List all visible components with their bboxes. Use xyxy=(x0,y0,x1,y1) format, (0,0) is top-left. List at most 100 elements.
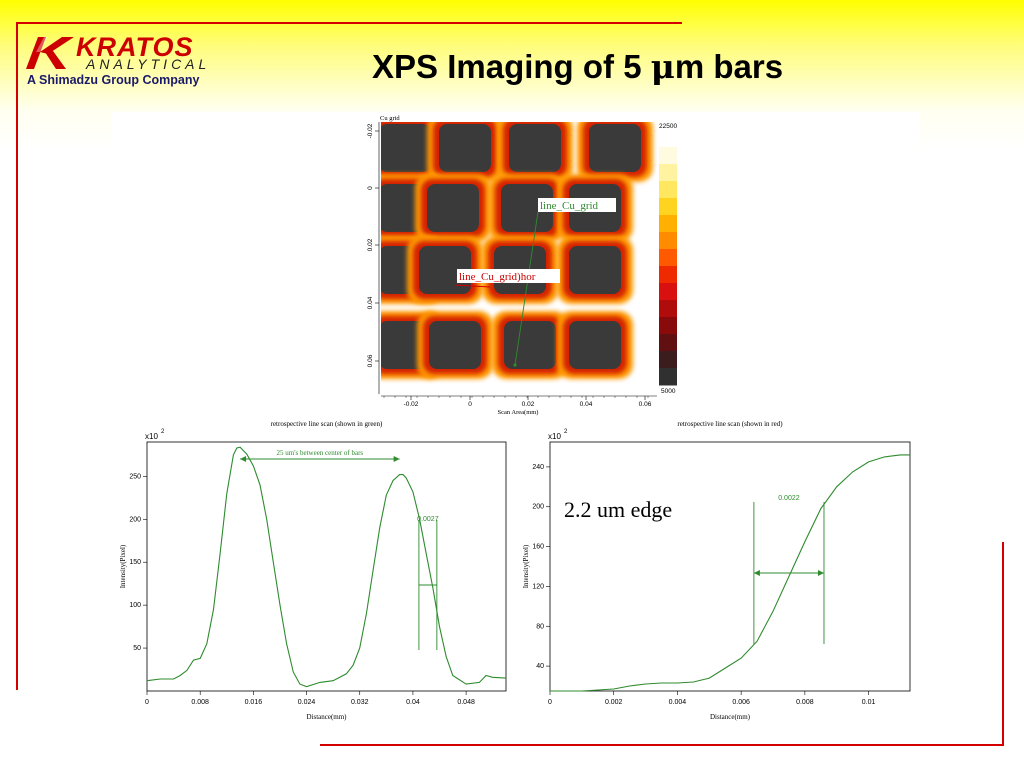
colorbar-swatch xyxy=(659,266,677,284)
y-exponent-label: 2 xyxy=(564,429,568,435)
slide-title: XPS Imaging of 5 μm bars xyxy=(372,47,783,86)
line-scan-point xyxy=(219,553,221,554)
line-scan-point xyxy=(173,678,174,680)
width-label: 0.0022 xyxy=(778,495,800,502)
line-scan-point xyxy=(193,659,194,661)
chart-frame xyxy=(146,441,507,692)
colorbar-swatch xyxy=(659,232,677,250)
y-tick-label: 120 xyxy=(532,583,544,590)
x-tick-label: 0.01 xyxy=(862,699,876,706)
y-tick-label: 200 xyxy=(129,516,141,523)
map-x-tick-label: -0.02 xyxy=(404,401,419,408)
y-tick-label: 250 xyxy=(129,473,141,480)
line-scan-point xyxy=(868,461,869,463)
line-scan-point xyxy=(379,527,380,529)
arrow-head-right xyxy=(393,456,400,462)
logo-wordmark: KRATOS xyxy=(76,32,194,62)
line-scan-point xyxy=(900,454,901,456)
line-scan-point xyxy=(677,682,678,684)
x-tick-label: 0.008 xyxy=(191,699,209,706)
line-scan-point xyxy=(661,682,662,684)
line-scan-point xyxy=(266,518,267,520)
line-scan-point xyxy=(425,553,427,554)
chart-frame xyxy=(549,441,911,692)
chart-title: retrospective line scan (shown in red) xyxy=(677,420,783,428)
kratos-logo: KRATOS ANALYTICAL A Shimadzu Group Compa… xyxy=(26,32,231,91)
x-tick-label: 0.048 xyxy=(457,699,475,706)
line-scan-point xyxy=(366,613,367,615)
chart-title: retrospective line scan (shown in green) xyxy=(271,420,383,428)
line-scan-point xyxy=(772,611,774,612)
line-scan-point xyxy=(399,474,400,475)
line-scan-point xyxy=(485,675,487,676)
x-tick-label: 0.004 xyxy=(669,699,687,706)
line-scan-point xyxy=(452,675,454,676)
line-scan-point xyxy=(372,570,374,572)
title-prefix: XPS Imaging of 5 xyxy=(372,48,651,85)
line-scan-point xyxy=(226,493,228,494)
line-scan-point xyxy=(479,682,480,683)
line-scan-point xyxy=(439,626,440,627)
map-x-tick-label: 0 xyxy=(468,401,472,408)
line-scan-point xyxy=(419,518,420,520)
line-scan-point xyxy=(432,587,434,589)
y-tick-label: 200 xyxy=(532,504,544,511)
line-scan-point xyxy=(788,576,790,577)
line-scan-point xyxy=(213,609,214,610)
x-tick-label: 0.002 xyxy=(605,699,623,706)
line-scan-point xyxy=(279,604,281,606)
map-bar-dark xyxy=(381,124,431,172)
map-axes: -0.02 0 0.02 0.04 0.06 -0.02 0 0.02 0.04 0.06 xyxy=(367,122,657,408)
map-bar-dark xyxy=(589,124,641,172)
line-scan-point xyxy=(629,685,630,687)
line-scan-point xyxy=(549,690,551,692)
y-exponent-label: 2 xyxy=(161,429,165,435)
line-scan-point xyxy=(392,480,394,481)
line-scan-point xyxy=(233,454,234,456)
map-bar-dark xyxy=(439,124,491,172)
line-scan-point xyxy=(756,640,758,642)
x-tick-label: 0.008 xyxy=(796,699,814,706)
line-scan-point xyxy=(505,677,507,679)
y-tick-label: 240 xyxy=(532,464,544,471)
line-scan-point xyxy=(359,647,361,649)
line-scan-point xyxy=(708,677,710,679)
line-scan-point xyxy=(186,670,188,671)
left-rule xyxy=(16,22,18,690)
line-scan-point xyxy=(179,675,181,676)
map-y-tick-label: 0.04 xyxy=(367,296,374,309)
line-scan-point xyxy=(645,683,646,685)
colorbar-max: 22500 xyxy=(659,123,677,130)
width-arrow-right xyxy=(817,570,824,576)
colorbar-swatch xyxy=(659,147,677,165)
map-x-tick-label: 0.02 xyxy=(522,401,535,408)
line-scan-point xyxy=(253,465,254,467)
line-scan-point xyxy=(259,484,261,486)
line-scan-trace xyxy=(550,454,910,692)
line-scan-point xyxy=(405,477,407,479)
colorbar-swatch xyxy=(659,181,677,199)
x-tick-label: 0.006 xyxy=(732,699,750,706)
x-axis-label: Distance(mm) xyxy=(306,713,347,721)
line-scan-point xyxy=(804,541,806,542)
line-scan-point xyxy=(346,673,347,675)
bottom-rule xyxy=(320,744,1004,746)
colorbar-swatch xyxy=(659,130,677,148)
line-scan-point xyxy=(273,561,274,563)
line-scan-point xyxy=(820,508,822,510)
line-scan-point xyxy=(724,667,726,669)
colorbar-min: 5000 xyxy=(661,388,676,395)
x-tick-label: 0 xyxy=(145,699,149,706)
vertical-line-label-bg xyxy=(538,198,616,212)
colorbar-swatch xyxy=(659,300,677,318)
peak-spacing-label: 25 um's between center of bars xyxy=(277,449,364,457)
logo-tagline: A Shimadzu Group Company xyxy=(27,73,200,87)
line-scan-point xyxy=(319,682,321,683)
line-scan-point xyxy=(236,447,238,449)
colorbar-swatch xyxy=(659,283,677,301)
line-scan-point xyxy=(693,681,694,683)
y-axis-label: Intensity(Pixel) xyxy=(522,544,530,588)
